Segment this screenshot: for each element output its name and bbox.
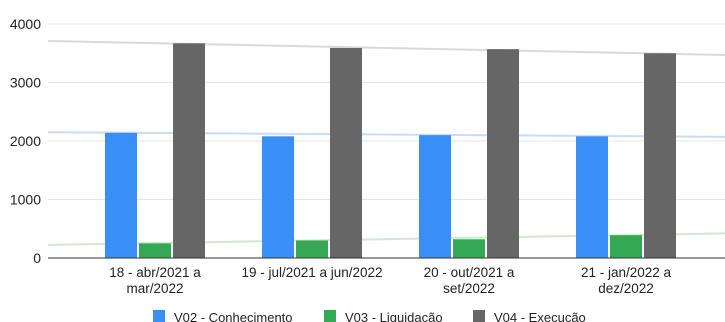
gridlines: [48, 23, 725, 200]
bars: [105, 43, 676, 259]
bar: [453, 239, 485, 258]
legend-swatch: [473, 310, 485, 322]
legend-label: V04 - Execução: [494, 310, 586, 322]
bar: [487, 49, 519, 258]
x-category-label: 21 - jan/2022 a: [581, 265, 672, 280]
bar: [139, 243, 171, 258]
y-tick-label: 1000: [10, 192, 41, 208]
trendlines: [47, 39, 725, 246]
x-category-label: dez/2022: [598, 281, 654, 296]
legend-label: V02 - Conhecimento: [174, 310, 293, 322]
bar: [330, 47, 362, 258]
bar: [173, 43, 205, 259]
bar: [262, 136, 294, 258]
x-category-label: 20 - out/2021 a: [424, 265, 515, 280]
bar: [419, 135, 451, 258]
x-category-label: 19 - jul/2021 a jun/2022: [241, 265, 382, 280]
bar: [296, 240, 328, 258]
legend-swatch: [324, 310, 336, 322]
y-axis-ticks: 0 1000 2000 3000 4000: [10, 16, 41, 266]
x-category-label: 18 - abr/2021 a: [109, 265, 201, 280]
bar: [105, 132, 137, 258]
y-tick-label: 4000: [10, 16, 41, 32]
y-tick-label: 3000: [10, 75, 41, 91]
x-category-label: mar/2022: [126, 281, 183, 296]
legend-swatch: [153, 310, 165, 322]
legend: V02 - Conhecimento V03 - Liquidação V04 - …: [153, 310, 586, 322]
y-tick-label: 2000: [10, 133, 41, 149]
legend-label: V03 - Liquidação: [345, 310, 443, 322]
bar: [576, 136, 608, 258]
bar: [610, 235, 642, 258]
trendline: [47, 131, 725, 138]
trendline: [47, 39, 725, 57]
x-category-label: set/2022: [443, 281, 495, 296]
bar: [644, 53, 676, 258]
y-tick-label: 0: [33, 250, 41, 266]
